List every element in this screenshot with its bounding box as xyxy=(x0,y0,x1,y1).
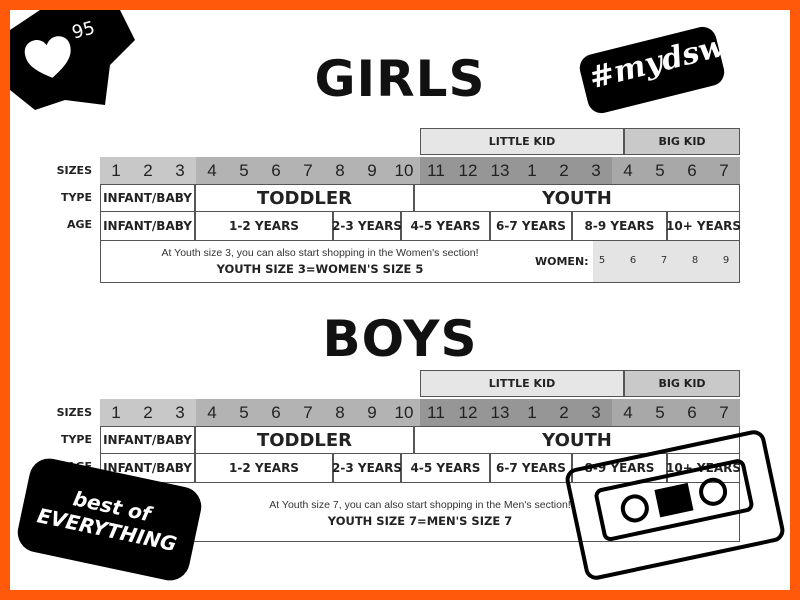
age-label: AGE xyxy=(66,218,92,231)
age-cell: 2-3 YEARS xyxy=(332,453,402,483)
size-cell: 2 xyxy=(548,399,580,426)
size-cell: 6 xyxy=(260,157,292,184)
type-label: TYPE xyxy=(60,191,92,204)
size-cell: 9 xyxy=(356,157,388,184)
boys-note: At Youth size 7, you can also start shop… xyxy=(269,499,571,511)
size-chart-canvas: 95 #mydsw GIRLS LITTLE KID BIG KID SIZES TY… xyxy=(10,10,790,590)
size-cell: 3 xyxy=(580,399,612,426)
women-size: 7 xyxy=(660,255,668,266)
age-cell: 1-2 YEARS xyxy=(195,211,333,241)
women-size: 8 xyxy=(691,255,699,266)
age-cell: 1-2 YEARS xyxy=(195,453,333,483)
size-cell: 13 xyxy=(484,399,516,426)
size-cell: 12 xyxy=(452,399,484,426)
size-cell: 11 xyxy=(420,399,452,426)
size-cell: 4 xyxy=(612,157,644,184)
heart-icon xyxy=(24,36,71,78)
size-cell: 5 xyxy=(228,157,260,184)
size-cell: 3 xyxy=(164,399,196,426)
size-cell: 2 xyxy=(548,157,580,184)
age-cell: INFANT/BABY xyxy=(100,211,195,241)
type-cell: TODDLER xyxy=(195,426,414,454)
size-cell: 7 xyxy=(292,399,324,426)
size-cell: 1 xyxy=(100,157,132,184)
age-cell: 4-5 YEARS xyxy=(401,453,490,483)
size-cell: 10 xyxy=(388,157,420,184)
size-cell: 2 xyxy=(132,399,164,426)
size-cell: 2 xyxy=(132,157,164,184)
type-label: TYPE xyxy=(60,433,92,446)
girls-note-bold: YOUTH SIZE 3=WOMEN'S SIZE 5 xyxy=(216,262,424,276)
size-cell: 6 xyxy=(260,399,292,426)
type-cell: INFANT/BABY xyxy=(100,426,195,454)
type-cell: YOUTH xyxy=(414,184,740,212)
boys-note-box xyxy=(100,482,740,542)
size-cell: 5 xyxy=(644,157,676,184)
size-cell: 7 xyxy=(708,157,740,184)
size-cell: 4 xyxy=(196,157,228,184)
size-cell: 3 xyxy=(580,157,612,184)
size-cell: 6 xyxy=(676,399,708,426)
cassette-tape-icon xyxy=(565,430,785,580)
big-kid-header: BIG KID xyxy=(624,370,740,397)
size-cell: 8 xyxy=(324,157,356,184)
size-cell: 1 xyxy=(516,399,548,426)
size-cell: 13 xyxy=(484,157,516,184)
size-cell: 5 xyxy=(644,399,676,426)
size-cell: 7 xyxy=(708,399,740,426)
size-cell: 7 xyxy=(292,157,324,184)
size-cell: 1 xyxy=(516,157,548,184)
size-cell: 10 xyxy=(388,399,420,426)
age-cell: INFANT/BABY xyxy=(100,453,195,483)
boys-note-bold: YOUTH SIZE 7=MEN'S SIZE 7 xyxy=(327,514,513,528)
sizes-label: SIZES xyxy=(56,406,92,419)
size-cell: 12 xyxy=(452,157,484,184)
boys-title: BOYS xyxy=(322,310,478,368)
size-cell: 11 xyxy=(420,157,452,184)
age-cell: 10+ YEARS xyxy=(666,211,741,241)
age-cell: 8-9 YEARS xyxy=(572,211,667,241)
little-kid-header: LITTLE KID xyxy=(420,370,624,397)
type-cell: YOUTH xyxy=(414,426,740,454)
women-size: 9 xyxy=(722,255,730,266)
age-cell: 4-5 YEARS xyxy=(401,211,490,241)
size-cell: 9 xyxy=(356,399,388,426)
size-cell: 1 xyxy=(100,399,132,426)
heart-badge xyxy=(10,10,135,110)
women-label: WOMEN: xyxy=(535,255,589,268)
size-cell: 8 xyxy=(324,399,356,426)
sizes-label: SIZES xyxy=(56,164,92,177)
girls-note: At Youth size 3, you can also start shop… xyxy=(161,247,479,259)
girls-title: GIRLS xyxy=(314,50,486,108)
women-size: 6 xyxy=(629,255,637,266)
big-kid-header: BIG KID xyxy=(624,128,740,155)
little-kid-header: LITTLE KID xyxy=(420,128,624,155)
size-cell: 4 xyxy=(196,399,228,426)
size-cell: 4 xyxy=(612,399,644,426)
type-cell: INFANT/BABY xyxy=(100,184,195,212)
age-cell: 6-7 YEARS xyxy=(490,453,572,483)
women-sizes-bg xyxy=(593,241,739,282)
women-size: 5 xyxy=(598,255,606,266)
age-cell: 6-7 YEARS xyxy=(490,211,572,241)
age-cell: 2-3 YEARS xyxy=(332,211,402,241)
size-cell: 3 xyxy=(164,157,196,184)
size-cell: 6 xyxy=(676,157,708,184)
type-cell: TODDLER xyxy=(195,184,414,212)
size-cell: 5 xyxy=(228,399,260,426)
